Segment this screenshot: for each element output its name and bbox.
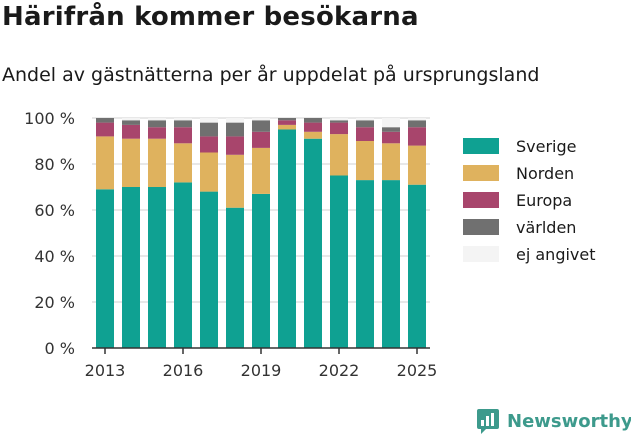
axes: 0 % 20 % 40 % 60 % 80 % 100 % 2013 2016 2019 2022… xyxy=(24,109,437,380)
bar-segment xyxy=(226,122,244,137)
bar-segment xyxy=(200,122,218,137)
bar-segment xyxy=(96,122,114,137)
bar-segment xyxy=(122,138,140,187)
legend-swatch xyxy=(463,192,499,208)
bar-segment xyxy=(148,118,166,121)
bar-segment xyxy=(356,120,374,128)
y-tick-label: 80 % xyxy=(34,155,75,174)
bar-segment xyxy=(148,127,166,139)
legend-swatch xyxy=(463,138,499,154)
bar-segment xyxy=(304,122,322,132)
chart-title: Härifrån kommer besökarna xyxy=(2,2,419,32)
bar-segment xyxy=(330,118,348,121)
bar-segment xyxy=(174,120,192,128)
bar-segment xyxy=(200,118,218,123)
bar-segment xyxy=(382,143,400,181)
bar-segment xyxy=(96,118,114,123)
bar-segment xyxy=(278,118,296,121)
y-tick-label: 40 % xyxy=(34,247,75,266)
legend-swatch xyxy=(463,165,499,181)
bar-segment xyxy=(200,191,218,348)
bar-segment xyxy=(122,187,140,348)
bar-segment xyxy=(148,187,166,348)
bar-segment xyxy=(330,134,348,176)
bar-segment xyxy=(408,184,426,348)
legend-swatch xyxy=(463,219,499,235)
bar-segment xyxy=(122,124,140,139)
legend: Sverige Norden Europa världen ej angivet xyxy=(463,137,596,264)
bar-segment xyxy=(174,143,192,183)
legend-label: världen xyxy=(516,218,576,237)
bar-segment xyxy=(96,136,114,190)
bar-segment xyxy=(304,131,322,139)
x-tick-label: 2022 xyxy=(319,361,360,380)
bar-segment xyxy=(174,118,192,121)
brand-name: Newsworthy xyxy=(507,410,631,432)
y-tick-label: 100 % xyxy=(24,109,75,128)
bar-segment xyxy=(96,189,114,348)
brand-logo: Newsworthy xyxy=(476,407,631,435)
bar-segment xyxy=(330,175,348,348)
y-tick-label: 20 % xyxy=(34,293,75,312)
bar-segment xyxy=(304,138,322,348)
x-tick-label: 2016 xyxy=(163,361,204,380)
bar-segment xyxy=(382,127,400,132)
bar-segment xyxy=(148,120,166,128)
bar-segment xyxy=(356,180,374,348)
legend-label: Norden xyxy=(516,164,574,183)
legend-label: ej angivet xyxy=(516,245,596,264)
legend-swatch xyxy=(463,246,499,262)
bar-segment xyxy=(226,118,244,123)
bar-segment xyxy=(252,118,270,121)
bar-segment xyxy=(356,127,374,141)
x-tick-label: 2013 xyxy=(85,361,126,380)
bar-segment xyxy=(122,118,140,121)
bar-segment xyxy=(304,118,322,123)
bars xyxy=(96,118,426,348)
bar-segment xyxy=(122,120,140,125)
legend-label: Europa xyxy=(516,191,572,210)
newsworthy-logo-icon xyxy=(477,409,499,434)
bar-segment xyxy=(200,152,218,192)
bar-segment xyxy=(408,120,426,128)
chart-subtitle: Andel av gästnätterna per år uppdelat på… xyxy=(2,64,540,86)
bar-segment xyxy=(330,122,348,135)
bar-segment xyxy=(226,154,244,208)
bar-segment xyxy=(252,131,270,148)
bar-segment xyxy=(148,138,166,187)
bar-segment xyxy=(408,127,426,146)
bar-segment xyxy=(200,136,218,153)
legend-label: Sverige xyxy=(516,137,577,156)
bar-segment xyxy=(356,118,374,121)
bar-segment xyxy=(382,118,400,128)
bar-segment xyxy=(278,124,296,130)
bar-segment xyxy=(382,131,400,144)
bar-segment xyxy=(252,147,270,194)
bar-segment xyxy=(330,120,348,123)
bar-segment xyxy=(408,118,426,121)
x-tick-label: 2019 xyxy=(241,361,282,380)
y-tick-label: 0 % xyxy=(45,339,75,358)
bar-segment xyxy=(226,207,244,348)
x-tick-label: 2025 xyxy=(397,361,438,380)
bar-segment xyxy=(226,136,244,155)
bar-segment xyxy=(252,120,270,132)
bar-segment xyxy=(356,141,374,181)
y-tick-label: 60 % xyxy=(34,201,75,220)
bar-segment xyxy=(174,182,192,348)
bar-segment xyxy=(174,127,192,144)
bar-segment xyxy=(252,193,270,348)
bar-segment xyxy=(278,120,296,125)
bar-segment xyxy=(278,129,296,348)
bar-segment xyxy=(408,145,426,185)
bar-segment xyxy=(382,180,400,348)
